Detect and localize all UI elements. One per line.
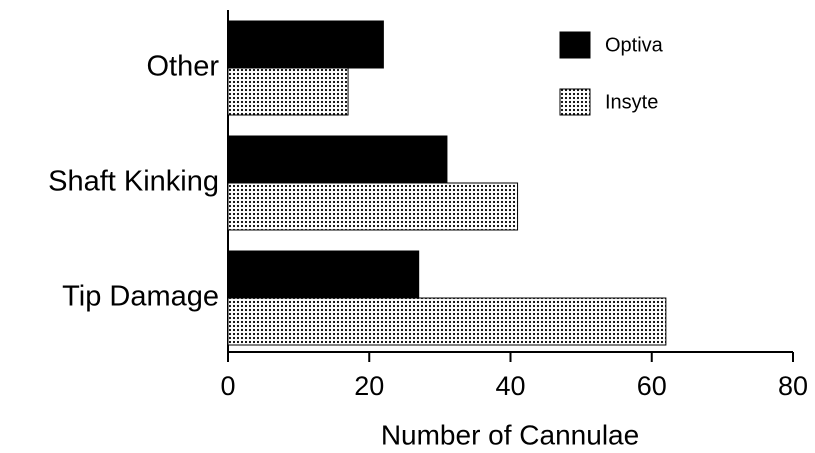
bar [227, 20, 384, 69]
y-tick-label: Other [146, 51, 219, 83]
x-tick-label: 20 [354, 371, 384, 401]
x-tick-label: 0 [220, 371, 235, 401]
y-tick-label: Tip Damage [62, 281, 219, 313]
legend-swatch [559, 88, 591, 116]
x-tick-label: 80 [778, 371, 808, 401]
legend-label: Optiva [605, 34, 664, 56]
y-tick-label: Shaft Kinking [48, 166, 219, 198]
x-axis-label: Number of Cannulae [381, 419, 639, 450]
bar [227, 250, 420, 299]
bar [227, 67, 349, 116]
x-tick-label: 40 [495, 371, 525, 401]
legend-label: Insyte [605, 91, 658, 113]
x-tick-label: 60 [637, 371, 667, 401]
bar [227, 135, 448, 184]
bar [227, 297, 667, 346]
legend-swatch [559, 31, 591, 59]
bar [227, 182, 519, 231]
